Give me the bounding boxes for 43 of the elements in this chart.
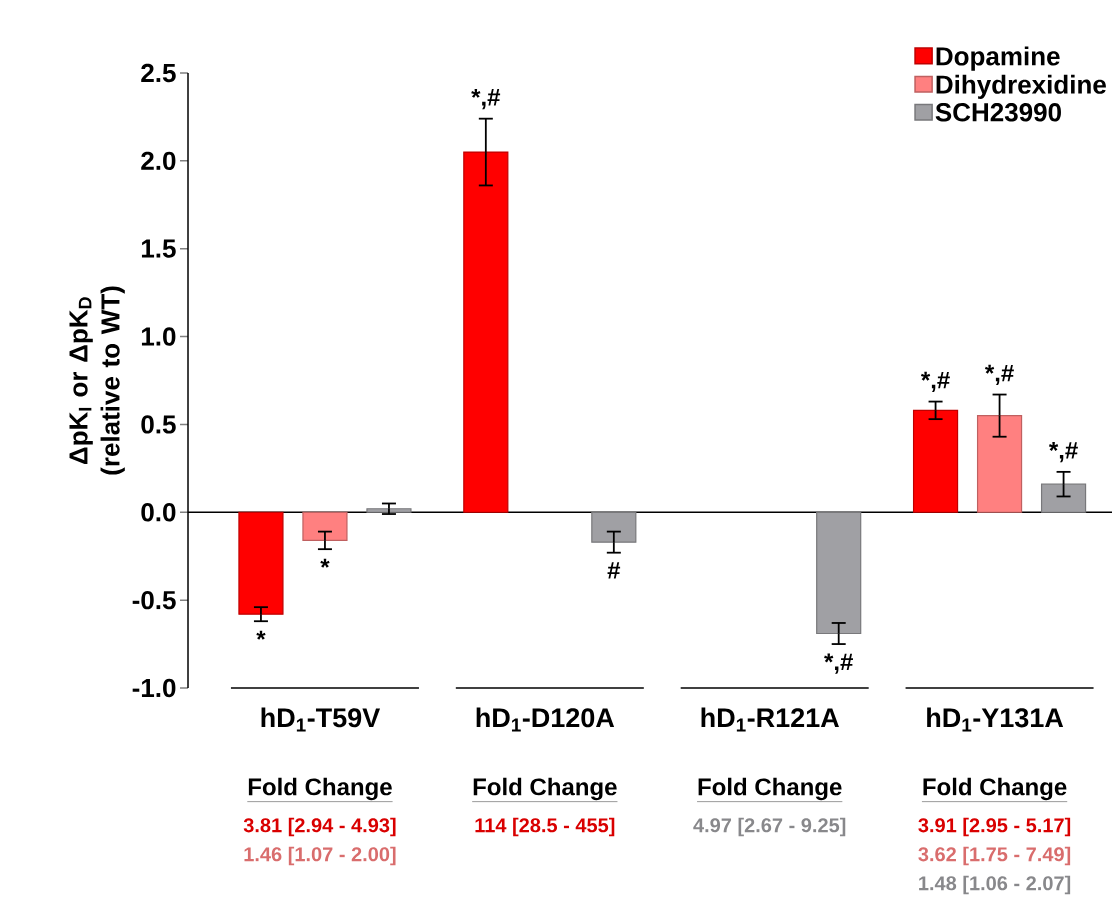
data-label: * [256,630,266,640]
data-label: * [320,558,330,568]
y-tick-label: 2.5 [141,63,176,83]
bar [976,415,1023,513]
text: Fold Change [248,777,392,801]
text: 3.81 [2.94 - 4.93] [243,817,396,837]
bar [302,511,348,541]
bar [912,409,959,513]
y-tick-label: 0.5 [141,415,176,434]
text: 3.91 [2.95 - 5.17] [918,817,1071,837]
x-tick-label: hD$_{1}$-D120A [476,707,615,732]
text: 1.46 [1.07 - 2.00] [244,846,396,866]
legend-label: Dihydrexidine [936,74,1106,100]
bar [238,511,284,615]
legend-label: Dopamine [936,46,1060,71]
text: Fold Change [473,777,617,801]
data-label: # [607,562,621,579]
text: 114 [28.5 - 455] [475,817,615,837]
y-tick-label: 2.0 [141,151,176,171]
bar [463,151,509,513]
y-tick-label: 0.0 [141,503,176,522]
y-tick-label: 1.5 [141,239,176,258]
data-label: *,# [1048,442,1078,463]
legend-label: SCH23990 [935,103,1061,122]
x-tick-label: hD$_{1}$-R121A [701,707,839,732]
bar [816,511,862,635]
bar [366,508,412,513]
text: 4.97 [2.67 - 9.25] [693,817,846,837]
text: Fold Change [698,777,842,801]
y-tick-label: -1.0 [132,678,176,698]
y-tick-label: -0.5 [132,590,176,610]
text: 3.62 [1.75 - 7.49] [918,846,1071,866]
y-tick-label: 1.0 [141,327,176,346]
x-tick-label: hD$_{1}$-Y131A [927,707,1064,732]
data-label: *,# [471,88,501,110]
text: Fold Change [923,777,1067,801]
data-label: *,# [920,371,950,393]
x-tick-label: hD$_{1}$-T59V [261,707,381,732]
data-label: *,# [824,653,853,674]
bar [591,511,637,543]
bar [1040,483,1087,513]
data-label: *,# [984,364,1014,386]
text: 1.48 [1.06 - 2.07] [919,875,1071,895]
